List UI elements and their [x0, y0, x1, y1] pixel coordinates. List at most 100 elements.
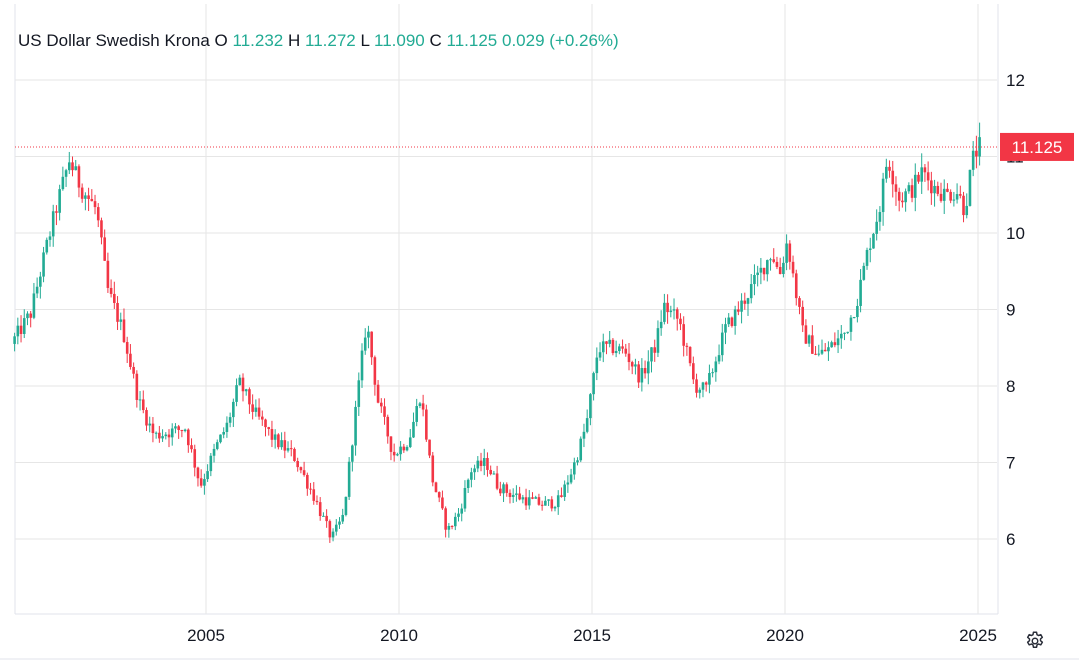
candle-body	[749, 284, 753, 299]
y-tick-label: 10	[1006, 224, 1025, 243]
candle-body	[518, 493, 521, 500]
candle-body	[151, 423, 155, 434]
candle-body	[782, 262, 785, 275]
candle-body	[695, 379, 698, 393]
candle-body	[434, 482, 438, 493]
candle-body	[663, 302, 666, 322]
candle-body	[875, 221, 878, 234]
candle-body	[550, 499, 554, 509]
candle-body	[576, 460, 579, 463]
candle-body	[637, 364, 640, 383]
candle-body	[22, 318, 26, 334]
candle-body	[511, 494, 515, 497]
candle-body	[682, 324, 685, 346]
candle-body	[685, 345, 689, 347]
candle-body	[482, 458, 486, 466]
candle-body	[872, 233, 875, 249]
candle-body	[338, 521, 341, 525]
candle-body	[643, 368, 647, 374]
candle-body	[868, 248, 872, 250]
candle-body	[975, 150, 978, 157]
candle-body	[351, 445, 354, 462]
candle-body	[563, 484, 566, 497]
candle-body	[174, 426, 177, 429]
legend-low-label: L	[360, 31, 370, 50]
candle-body	[376, 384, 380, 403]
candle-body	[495, 473, 499, 489]
candle-body	[666, 302, 669, 313]
gear-icon[interactable]	[1024, 630, 1046, 652]
candle-body	[527, 497, 531, 506]
candle-body	[730, 317, 734, 326]
candle-body	[926, 172, 930, 181]
candle-body	[962, 195, 965, 216]
candle-body	[183, 429, 187, 432]
candle-body	[724, 324, 727, 333]
candle-body	[959, 194, 962, 196]
candle-body	[942, 188, 946, 201]
candle-body	[901, 200, 904, 203]
candle-body	[331, 531, 335, 538]
x-tick-label: 2010	[380, 626, 418, 645]
candle-body	[794, 273, 798, 299]
y-tick-label: 8	[1006, 377, 1015, 396]
candle-body	[190, 445, 193, 450]
candle-body	[55, 211, 58, 213]
candle-body	[939, 193, 943, 201]
candle-body	[913, 174, 917, 198]
candle-body	[720, 332, 724, 356]
candle-body	[669, 310, 673, 313]
candle-body	[357, 380, 361, 407]
candle-body	[804, 325, 808, 344]
candle-body	[48, 236, 52, 240]
candle-body	[827, 347, 830, 352]
candle-body	[19, 325, 23, 334]
candle-body	[299, 467, 303, 471]
legend-close-label: C	[429, 31, 442, 50]
candle-body	[58, 189, 61, 213]
legend-change: 0.029 (+0.26%)	[501, 31, 619, 50]
candle-body	[367, 331, 370, 338]
candle-body	[508, 492, 512, 497]
candle-body	[306, 474, 309, 489]
candle-body	[897, 191, 901, 201]
candle-body	[505, 484, 509, 493]
candle-body	[801, 306, 804, 326]
candle-body	[955, 194, 959, 200]
candle-body	[714, 361, 718, 373]
candle-body	[605, 341, 608, 344]
candle-body	[920, 167, 924, 182]
candle-body	[486, 458, 489, 470]
candle-body	[833, 342, 837, 346]
candle-body	[698, 389, 702, 393]
candle-body	[193, 449, 197, 468]
candle-body	[270, 429, 274, 440]
candle-body	[302, 470, 306, 475]
candle-body	[878, 212, 882, 222]
candle-body	[96, 207, 100, 221]
candle-body	[473, 468, 476, 473]
candle-body	[341, 514, 345, 522]
candle-body	[260, 416, 264, 420]
candle-body	[672, 309, 676, 311]
x-tick-label: 2025	[959, 626, 997, 645]
candle-body	[791, 261, 795, 274]
candle-body	[447, 525, 451, 530]
candle-body	[444, 508, 447, 530]
candle-body	[560, 495, 563, 497]
candle-body	[968, 169, 972, 206]
candle-body	[437, 492, 441, 498]
candle-body	[534, 497, 538, 499]
candle-body	[614, 350, 618, 354]
candle-body	[251, 404, 254, 412]
candle-body	[598, 352, 602, 358]
legend-open-label: O	[214, 31, 228, 50]
candle-body	[116, 302, 119, 322]
candle-body	[762, 267, 766, 275]
candle-body	[415, 406, 418, 422]
candle-body	[267, 427, 271, 430]
candle-body	[87, 195, 90, 199]
candle-body	[215, 442, 219, 449]
